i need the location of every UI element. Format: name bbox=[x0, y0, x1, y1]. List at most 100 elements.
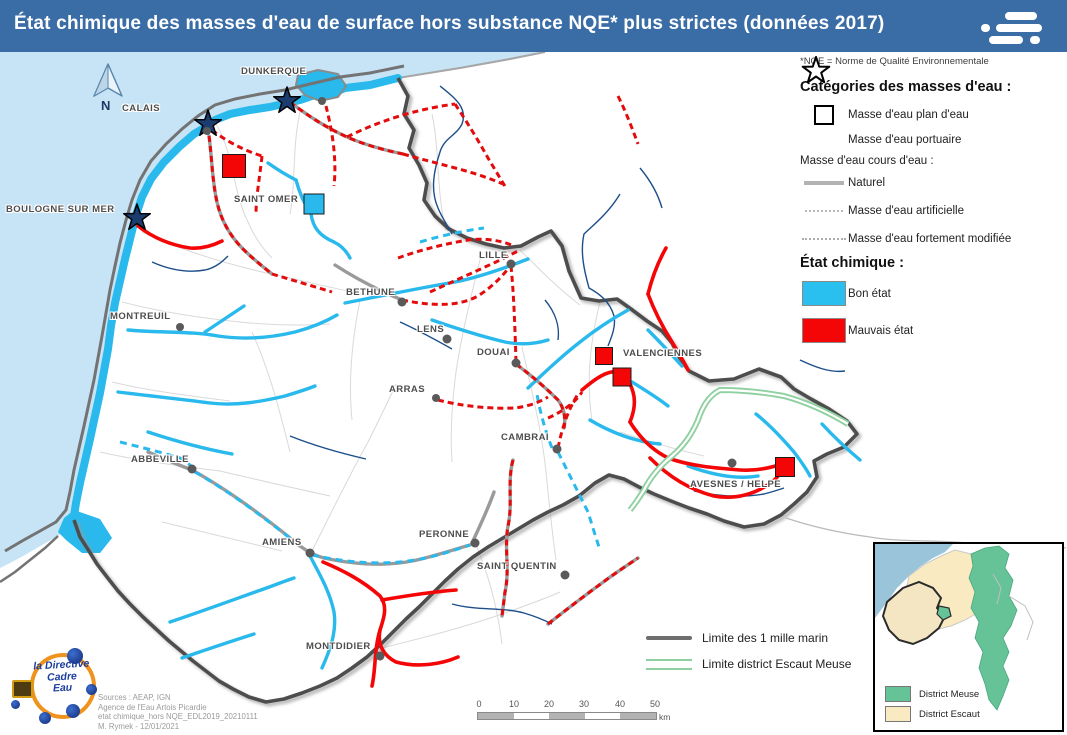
sea bbox=[0, 52, 545, 568]
logo-globe-icon bbox=[67, 648, 83, 664]
legend-label: District Meuse bbox=[919, 688, 980, 700]
canals-grey bbox=[146, 100, 640, 626]
north-label: N bbox=[101, 98, 111, 113]
escaut-meuse-limit bbox=[627, 386, 850, 512]
south-coastline bbox=[0, 535, 59, 584]
legend-label: Bon état bbox=[848, 287, 891, 300]
natural-line-symbol bbox=[804, 181, 844, 185]
scale-bar-segments bbox=[477, 712, 657, 720]
title-bar: État chimique des masses d'eau de surfac… bbox=[0, 0, 1067, 52]
scale-tick: 30 bbox=[578, 699, 590, 709]
city-label-cambrai: CAMBRAI bbox=[501, 432, 550, 443]
boundary-legend: Limite des 1 mille marin Limite district… bbox=[646, 631, 851, 683]
streams-navy bbox=[151, 85, 846, 625]
source-line: etat chimique_hors NQE_EDL2019_20210111 bbox=[98, 712, 258, 722]
legend-categories-title: Catégories des masses d'eau : bbox=[800, 79, 1012, 95]
port-star-boulogne bbox=[122, 203, 152, 231]
plan-deau-bad-calais bbox=[222, 154, 246, 178]
page-title: État chimique des masses d'eau de surfac… bbox=[14, 13, 885, 34]
directive-cadre-eau-logo: la Directive Cadre Eau bbox=[11, 642, 114, 734]
source-line: M. Rymek - 12/01/2021 bbox=[98, 721, 180, 731]
scale-tick: 0 bbox=[476, 699, 482, 709]
legend-cours-deau-title: Masse d'eau cours d'eau : bbox=[800, 155, 934, 167]
rivers-good-state bbox=[116, 161, 862, 670]
legend-item-naturel: Naturel bbox=[800, 177, 1062, 189]
legend-label: Naturel bbox=[848, 177, 886, 189]
inset-legend-meuse: District Meuse bbox=[885, 686, 979, 702]
escaut-swatch bbox=[885, 706, 911, 722]
one-mile-limit-line bbox=[4, 64, 405, 553]
scale-tick: 20 bbox=[543, 699, 555, 709]
legend-label: Masse d'eau artificielle bbox=[848, 205, 964, 217]
plan-deau-bad-avesnes bbox=[775, 457, 795, 477]
logo-globe-icon bbox=[86, 684, 97, 695]
map-legend: *NQE = Norme de Qualité Environnementale… bbox=[800, 56, 1062, 352]
legend-etat-title: État chimique : bbox=[800, 255, 904, 271]
logo-globe-icon bbox=[39, 712, 51, 724]
rivers-bad-state bbox=[136, 224, 787, 688]
inset-legend-escaut: District Escaut bbox=[885, 706, 980, 722]
legend-item-bon-etat: Bon état bbox=[800, 281, 1062, 306]
city-label-abbeville: ABBEVILLE bbox=[131, 454, 189, 465]
city-label-douai: DOUAI bbox=[477, 347, 510, 358]
plan-deau-bad-valenciennes-1 bbox=[595, 347, 613, 365]
source-line: Sources : AEAP, IGN bbox=[98, 693, 171, 702]
meuse-swatch bbox=[885, 686, 911, 702]
logo-castle-icon bbox=[12, 680, 33, 698]
legend-item-escaut-meuse: Limite district Escaut Meuse bbox=[646, 657, 851, 671]
city-label-lille: LILLE bbox=[479, 250, 508, 261]
water-body-squares bbox=[222, 154, 795, 477]
legend-label: Masse d'eau fortement modifiée bbox=[848, 233, 1012, 245]
escaut-meuse-line-symbol bbox=[646, 658, 692, 670]
city-dots bbox=[176, 97, 737, 661]
city-label-saint-quentin: SAINT QUENTIN bbox=[477, 561, 557, 572]
city-label-calais: CALAIS bbox=[122, 103, 161, 114]
scale-tick: 40 bbox=[614, 699, 626, 709]
logo-globe-icon bbox=[66, 704, 80, 718]
scale-bar: 0 10 20 30 40 50 km bbox=[476, 699, 677, 722]
legend-item-portuaire: Masse d'eau portuaire bbox=[800, 56, 1062, 146]
city-label-boulogne: BOULOGNE SUR MER bbox=[6, 204, 115, 215]
scale-tick: 10 bbox=[508, 699, 520, 709]
district-boundary bbox=[72, 77, 859, 704]
city-label-valenciennes: VALENCIENNES bbox=[623, 348, 703, 359]
scale-unit: km bbox=[659, 712, 671, 722]
inset-artois-picardie-outline bbox=[881, 580, 947, 646]
inset-district-map: District Meuse District Escaut bbox=[873, 542, 1064, 732]
mauvais-etat-swatch bbox=[802, 318, 846, 343]
logo-text: la Directive Cadre Eau bbox=[13, 658, 111, 697]
legend-item-plan-deau: Masse d'eau plan d'eau bbox=[800, 105, 1062, 125]
sources-note: Sources : AEAP, IGN Agence de l'Eau Arto… bbox=[98, 693, 258, 731]
inset-canvas bbox=[875, 544, 1034, 711]
city-label-peronne: PERONNE bbox=[419, 529, 470, 540]
legend-label: District Escaut bbox=[919, 708, 980, 720]
north-arrow-icon bbox=[92, 63, 123, 98]
bon-etat-swatch bbox=[802, 281, 846, 306]
city-label-montdidier: MONTDIDIER bbox=[306, 641, 371, 652]
source-line: Agence de l'Eau Artois Picardie bbox=[98, 702, 207, 712]
modified-line-symbol bbox=[802, 238, 846, 240]
inset-country-borders bbox=[992, 573, 1034, 641]
plan-deau-bad-valenciennes-2 bbox=[612, 367, 632, 387]
inset-green-patch bbox=[936, 605, 952, 621]
plan-deau-symbol bbox=[814, 105, 834, 125]
artificial-line-symbol bbox=[805, 210, 843, 212]
city-label-arras: ARRAS bbox=[389, 384, 426, 395]
port-star-dunkerque bbox=[272, 86, 302, 114]
logo-globe-icon bbox=[11, 700, 20, 709]
somme-bay bbox=[58, 510, 112, 553]
agence-eau-logo-icon bbox=[981, 7, 1053, 47]
inset-meuse-area bbox=[968, 545, 1018, 711]
scale-ticks: 0 10 20 30 40 50 bbox=[476, 699, 677, 710]
city-label-bethune: BETHUNE bbox=[346, 287, 396, 298]
city-label-lens: LENS bbox=[417, 324, 445, 335]
legend-label: Masse d'eau plan d'eau bbox=[848, 109, 969, 121]
legend-item-mille-marin: Limite des 1 mille marin bbox=[646, 631, 851, 645]
legend-label: Limite des 1 mille marin bbox=[702, 631, 829, 645]
scale-tick: 50 bbox=[649, 699, 661, 709]
legend-item-fortement-modifiee: Masse d'eau fortement modifiée bbox=[800, 233, 1062, 245]
city-label-montreuil: MONTREUIL bbox=[110, 311, 171, 322]
mille-marin-line-symbol bbox=[646, 636, 692, 640]
legend-label: Masse d'eau portuaire bbox=[848, 134, 962, 146]
